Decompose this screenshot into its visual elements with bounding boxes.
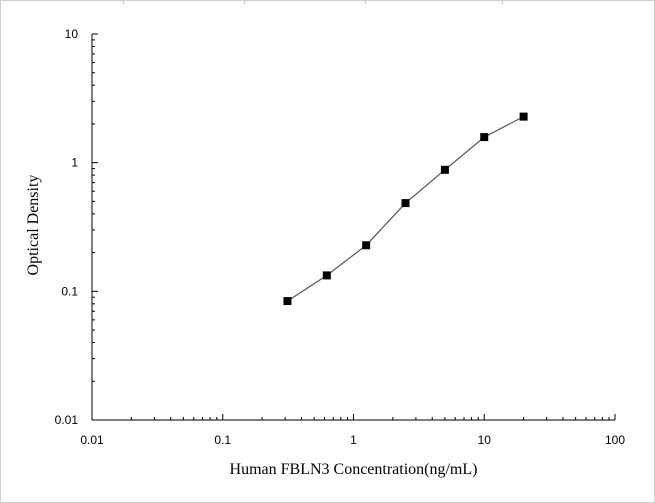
data-point (519, 112, 528, 121)
data-point (322, 271, 331, 280)
data-point (283, 297, 292, 306)
x-tick-label: 1 (350, 433, 357, 447)
data-point (480, 133, 489, 142)
x-axis-title: Human FBLN3 Concentration(ng/mL) (230, 461, 478, 478)
y-tick-label: 0.01 (55, 413, 79, 427)
top-strip-segment (0, 0, 124, 4)
top-strip (0, 0, 655, 4)
y-tick-label: 10 (65, 27, 79, 41)
series-markers (283, 112, 528, 306)
top-strip-segment (366, 0, 503, 4)
axes (91, 34, 615, 421)
tick-labels: 0.01 0.1 1 10 100 0.01 0.1 1 10 (55, 27, 626, 447)
data-point (401, 199, 410, 208)
y-tick-label: 0.1 (61, 284, 78, 298)
x-tick-label: 0.1 (214, 433, 231, 447)
y-axis-title: Optical Density (25, 175, 42, 276)
ticks (91, 33, 616, 421)
x-tick-label: 10 (478, 433, 492, 447)
data-point (362, 241, 371, 250)
x-tick-label: 100 (605, 433, 625, 447)
data-point (440, 165, 449, 174)
x-tick-label: 0.01 (80, 433, 104, 447)
y-tick-label: 1 (71, 156, 78, 170)
top-strip-segment (245, 0, 366, 4)
top-strip-segment (124, 0, 245, 4)
